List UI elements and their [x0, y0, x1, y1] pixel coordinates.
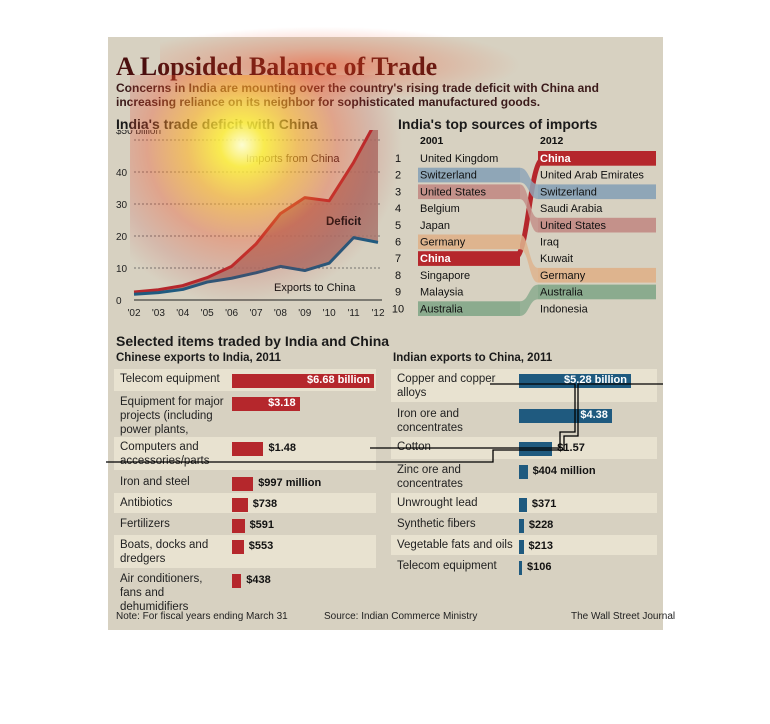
imports-table-title: India's top sources of imports [398, 116, 598, 132]
bar [519, 409, 612, 423]
item-label: Vegetable fats and oils [397, 539, 513, 551]
bar-value-label: $1.48 [268, 442, 296, 454]
rank-highlight-2001 [418, 184, 520, 200]
column-header-2012: 2012 [540, 135, 564, 147]
country-2012: Saudi Arabia [540, 203, 603, 215]
rank-highlight-2001 [418, 234, 520, 250]
rank-highlight-2001 [418, 301, 520, 316]
row-background [114, 535, 376, 568]
bar [519, 442, 553, 456]
bar-value-label: $4.38 [580, 409, 608, 421]
country-2012: Kuwait [540, 253, 573, 265]
row-background [391, 535, 657, 555]
bar [232, 519, 245, 533]
bar-value-label: $3.18 [268, 397, 296, 409]
country-2001: Malaysia [420, 287, 464, 299]
bar [232, 498, 248, 512]
bar [519, 540, 524, 554]
overlay-line-upper [106, 383, 663, 463]
y-tick-label: 40 [116, 168, 128, 179]
country-2012: Indonesia [540, 303, 589, 315]
bar-value-label: $738 [252, 498, 278, 510]
country-2012: United States [540, 220, 607, 232]
rank-connector [520, 234, 538, 283]
y-tick-label: 0 [116, 296, 122, 307]
rank-connector [520, 167, 538, 200]
bar-value-label: $5.28 billion [564, 374, 627, 386]
y-tick-label: 30 [116, 200, 128, 211]
rank-highlight-2012 [538, 267, 656, 283]
rank-highlight-2012 [538, 284, 656, 300]
item-label: Air conditioners, fans and dehumidifiers [120, 573, 203, 613]
bar [232, 397, 300, 411]
bar [232, 574, 242, 588]
country-2012: United Arab Emirates [540, 170, 644, 182]
item-label: Iron ore and concentrates [397, 408, 463, 434]
y-tick-label: 10 [116, 264, 128, 275]
bar [519, 561, 522, 575]
footer-source: Source: Indian Commerce Ministry [324, 611, 478, 622]
item-label: Copper and copper alloys [397, 373, 496, 399]
bar-value-label: $106 [527, 561, 552, 573]
bar [232, 477, 254, 491]
item-label: Antibiotics [120, 497, 173, 509]
item-label: Computers and accessories/parts [120, 441, 210, 467]
bar-value-label: $213 [528, 540, 553, 552]
footer-credit: The Wall Street Journal [571, 611, 676, 622]
bar-value-label: $997 million [258, 477, 322, 489]
country-2001: United Kingdom [420, 153, 498, 165]
bar-value-label: $553 [248, 540, 274, 552]
item-label: Cotton [397, 441, 431, 453]
bar-value-label: $6.68 billion [307, 374, 370, 386]
country-2001: Singapore [420, 270, 470, 282]
item-label: Telecom equipment [120, 373, 220, 385]
rank-highlight-2012 [538, 151, 656, 166]
bar-value-label: $371 [531, 498, 557, 510]
bar-value-label: $438 [246, 574, 271, 586]
bar-value-label: $228 [528, 519, 554, 531]
item-label: Boats, docks and dredgers [120, 539, 209, 565]
bar-value-label: $404 million [532, 465, 596, 477]
indian-exports-title: Indian exports to China, 2011 [393, 352, 553, 364]
country-2012: Germany [540, 270, 586, 282]
country-2012: Australia [540, 287, 584, 299]
rank-highlight-2012 [538, 217, 656, 233]
bar [519, 498, 527, 512]
country-2012: Iraq [540, 237, 559, 249]
rank-connector [520, 284, 538, 316]
item-label: Fertilizers [120, 518, 170, 530]
country-2001: Germany [420, 237, 466, 249]
country-2012: China [540, 153, 571, 165]
item-label: Zinc ore and concentrates [397, 464, 463, 490]
rank-connector [520, 184, 538, 233]
rank-highlight-2001 [418, 251, 520, 266]
country-2001: United States [420, 186, 487, 198]
bar [519, 519, 524, 533]
item-label: Telecom equipment [397, 560, 497, 572]
rank-highlight-2012 [538, 184, 656, 200]
y-tick-label: 20 [116, 232, 128, 243]
item-label: Synthetic fibers [397, 518, 476, 530]
country-2001: Australia [420, 303, 464, 315]
bar [232, 540, 244, 554]
country-2012: Switzerland [540, 186, 597, 198]
bar [232, 374, 374, 388]
overlay-line-lower [370, 383, 576, 449]
bar-value-label: $591 [249, 519, 275, 531]
bar [232, 442, 264, 456]
rank-highlight-2001 [418, 167, 520, 183]
country-2001: Switzerland [420, 170, 477, 182]
footer-note: Note: For fiscal years ending March 31 [116, 611, 288, 622]
bar [519, 465, 528, 479]
item-label: Iron and steel [120, 476, 190, 488]
item-label: Unwrought lead [397, 497, 478, 509]
